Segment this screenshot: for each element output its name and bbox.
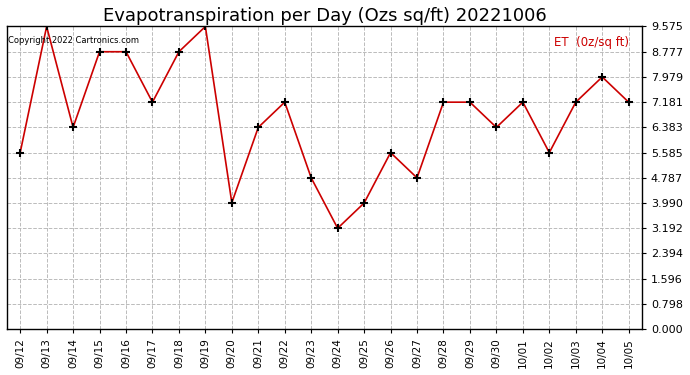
Title: Evapotranspiration per Day (Ozs sq/ft) 20221006: Evapotranspiration per Day (Ozs sq/ft) 2… [103,7,546,25]
Text: ET  (0z/sq ft): ET (0z/sq ft) [554,36,629,49]
Text: Copyright 2022 Cartronics.com: Copyright 2022 Cartronics.com [8,36,139,45]
